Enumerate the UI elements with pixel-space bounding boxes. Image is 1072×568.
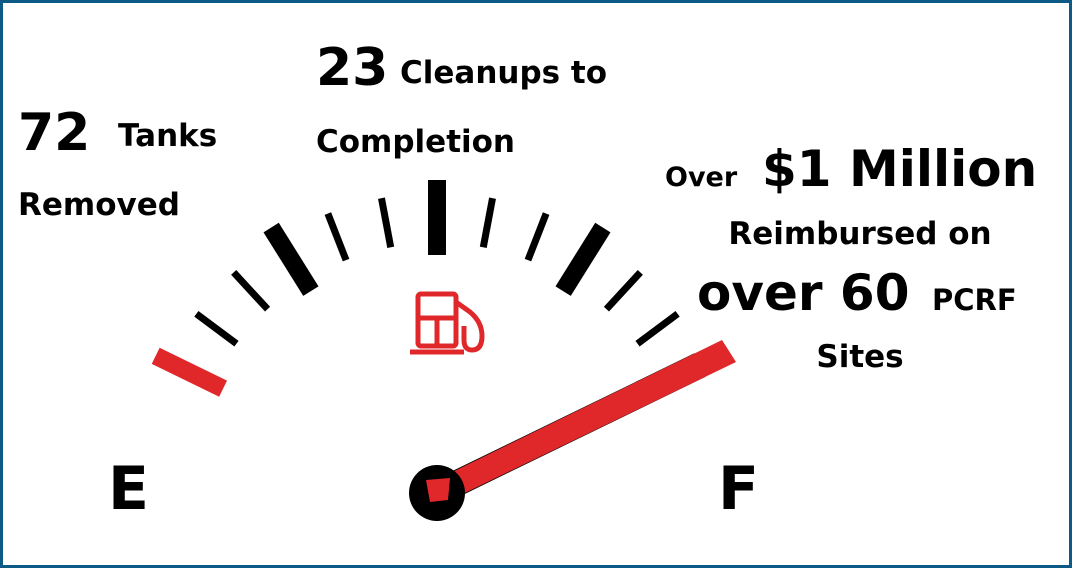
- gauge-full-label: F: [718, 454, 759, 524]
- stat-prefix: Over: [665, 162, 738, 193]
- stat-label: Completion: [316, 124, 515, 160]
- infographic: 72 Tanks Removed 23 Cleanups to Completi…: [0, 0, 1072, 568]
- stat-number: $1 Million: [762, 140, 1037, 198]
- stat-label: Reimbursed on: [728, 216, 991, 252]
- stat-label: Sites: [816, 339, 903, 375]
- stat-number: over 60: [697, 264, 910, 322]
- stat-label: PCRF: [932, 283, 1017, 317]
- gauge-empty-label: E: [108, 454, 149, 524]
- stat-label: Cleanups to: [400, 55, 607, 91]
- stat-label: Tanks: [118, 118, 217, 154]
- stat-label: Removed: [18, 187, 180, 223]
- stat-number: 23: [316, 38, 388, 98]
- stat-number: 72: [18, 103, 90, 163]
